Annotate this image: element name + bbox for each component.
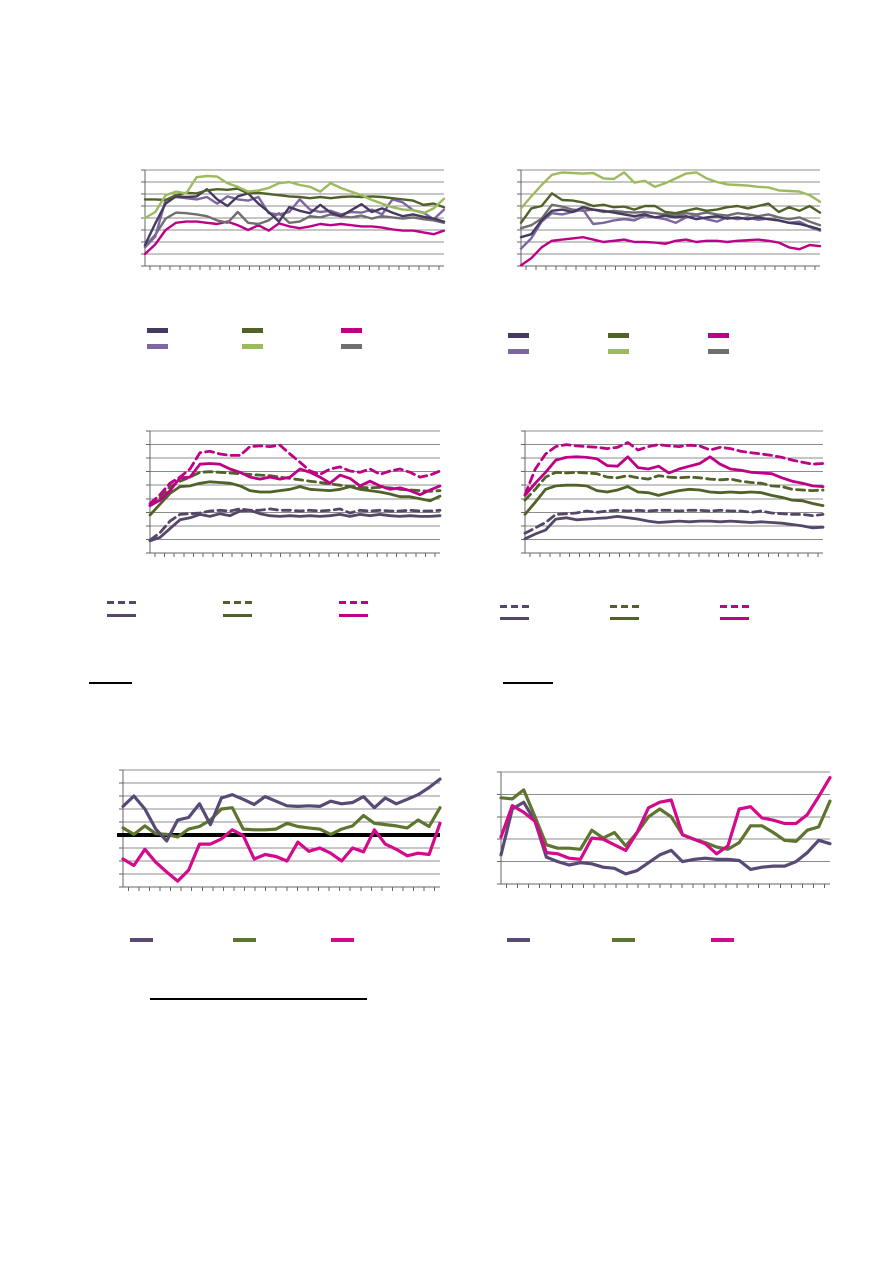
chart-top-right xyxy=(509,162,830,280)
legend-swatch-dark-purple xyxy=(508,333,529,338)
top-right-lines-svg xyxy=(517,169,822,270)
mid-left-lines-svg xyxy=(146,430,442,557)
top-left-lines-svg xyxy=(141,169,446,270)
series-line-light-olive xyxy=(143,174,446,220)
series-line-light-olive xyxy=(519,171,822,210)
series-line-olive xyxy=(121,806,442,839)
legend-swatch-magenta xyxy=(711,938,734,942)
series-line-magenta-dashed xyxy=(148,443,442,505)
series-line-olive-solid xyxy=(523,483,825,516)
legend-swatch-purple xyxy=(130,938,153,942)
series-line-olive xyxy=(499,788,832,851)
legend-swatch-light-olive xyxy=(608,349,629,354)
series-line-magenta xyxy=(519,235,822,267)
series-line-magenta-solid xyxy=(523,455,825,497)
mid-right-lines-svg xyxy=(521,430,825,557)
legend-swatch-magenta-solid xyxy=(720,617,749,620)
series-line-purple xyxy=(121,777,442,843)
series-line-purple-solid xyxy=(523,515,825,541)
chart-mid-right xyxy=(513,423,833,567)
legend-swatch-dark-olive xyxy=(242,328,263,333)
legend-swatch-magenta-solid xyxy=(339,614,368,617)
series-line-olive-dashed xyxy=(523,470,825,502)
series-line-purple xyxy=(499,800,832,876)
legend-swatch-gray xyxy=(341,344,362,349)
series-line-dark-olive xyxy=(143,187,446,209)
series-line-purple-dashed xyxy=(523,508,825,535)
legend-swatch-olive-dashed xyxy=(223,601,252,604)
series-line-magenta xyxy=(499,776,832,862)
legend-swatch-olive-solid xyxy=(223,614,252,617)
chart-top-left xyxy=(133,162,454,280)
chart-mid-left xyxy=(138,423,450,567)
legend-swatch-light-olive xyxy=(242,344,263,349)
legend-swatch-magenta-dashed xyxy=(339,601,368,604)
series-line-gray xyxy=(519,203,822,230)
legend-swatch-purple-dashed xyxy=(107,601,136,604)
legend-swatch-medium-purple xyxy=(147,344,168,349)
series-line-magenta xyxy=(143,220,446,256)
footnote-rule xyxy=(150,998,367,1000)
series-line-dark-olive xyxy=(519,192,822,224)
legend-swatch-magenta xyxy=(341,328,362,333)
series-line-magenta-dashed xyxy=(523,441,825,497)
legend-swatch-magenta-dashed xyxy=(720,605,749,608)
series-line-purple-solid xyxy=(148,508,442,543)
legend-swatch-dark-olive xyxy=(608,333,629,338)
series-line-magenta-solid xyxy=(148,462,442,507)
series-line-magenta xyxy=(121,821,442,883)
legend-swatch-gray xyxy=(708,349,729,354)
legend-swatch-olive-dashed xyxy=(610,605,639,608)
chart-bottom-left xyxy=(111,762,450,901)
series-line-olive-solid xyxy=(148,480,442,517)
legend-swatch-olive xyxy=(612,938,635,942)
series-line-dark-purple xyxy=(519,206,822,239)
chart-bottom-right xyxy=(489,764,840,898)
legend-swatch-olive-solid xyxy=(610,617,639,620)
bottom-right-lines-svg xyxy=(497,771,832,888)
legend-swatch-purple-solid xyxy=(107,614,136,617)
legend-swatch-magenta xyxy=(331,938,354,942)
heading-underline-rule-left xyxy=(89,682,132,684)
legend-swatch-purple-dashed xyxy=(500,605,529,608)
legend-swatch-olive xyxy=(233,938,256,942)
legend-swatch-medium-purple xyxy=(508,349,529,354)
legend-swatch-purple-solid xyxy=(500,617,529,620)
series-line-dark-purple xyxy=(143,188,446,247)
series-line-medium-purple xyxy=(143,195,446,249)
legend-swatch-purple xyxy=(507,938,530,942)
series-line-purple-dashed xyxy=(148,507,442,542)
heading-underline-rule-right xyxy=(503,682,553,684)
legend-swatch-magenta xyxy=(708,333,729,338)
legend-swatch-dark-purple xyxy=(147,328,168,333)
series-line-gray xyxy=(143,210,446,248)
bottom-left-lines-svg xyxy=(117,769,442,891)
